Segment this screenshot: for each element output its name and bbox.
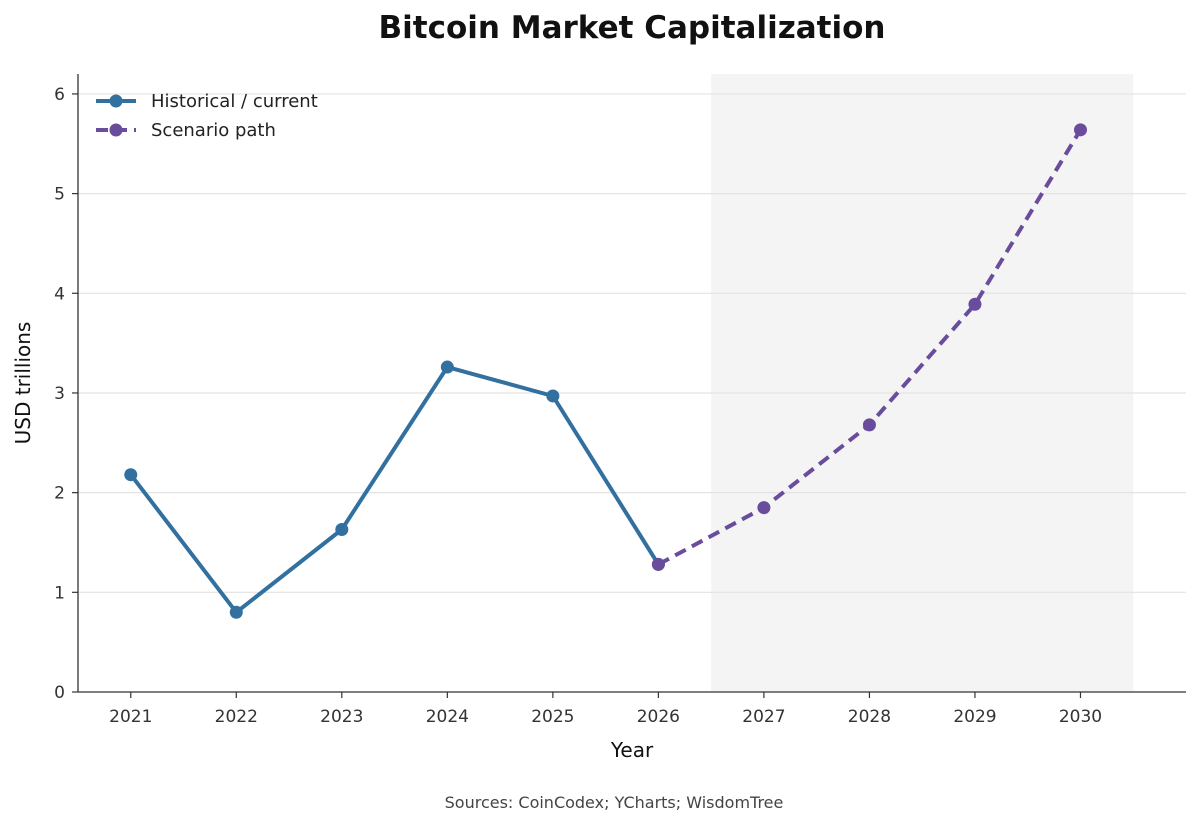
series-line-0 bbox=[129, 365, 661, 615]
y-tick-label-1: 1 bbox=[54, 583, 65, 603]
series-1-point-2027 bbox=[757, 501, 771, 515]
series-0-point-2024 bbox=[440, 360, 454, 374]
source-note: Sources: CoinCodex; YCharts; WisdomTree bbox=[445, 793, 784, 812]
x-axis-label: Year bbox=[610, 738, 654, 762]
x-tick-label-2025: 2025 bbox=[531, 707, 574, 727]
y-axis-label: USD trillions bbox=[11, 322, 35, 445]
x-tick-label-2024: 2024 bbox=[426, 707, 469, 727]
x-tick-label-2029: 2029 bbox=[953, 707, 996, 727]
legend-label-historical: Historical / current bbox=[151, 91, 318, 112]
legend-marker-scenario bbox=[109, 123, 123, 137]
series-1-point-2026 bbox=[651, 557, 665, 571]
chart-title: Bitcoin Market Capitalization bbox=[379, 10, 886, 46]
legend: Historical / current Scenario path bbox=[96, 91, 318, 141]
x-tick-label-2027: 2027 bbox=[742, 707, 785, 727]
plot-area: 0 1 2 3 4 5 6 2021 2022 2023 2024 2025 2026 2027 2028 2… bbox=[54, 74, 1186, 727]
y-tick-label-6: 6 bbox=[54, 85, 65, 105]
y-tick-label-4: 4 bbox=[54, 284, 65, 304]
x-tick-label-2022: 2022 bbox=[215, 707, 258, 727]
y-tick-label-0: 0 bbox=[54, 683, 65, 703]
series-0-point-2025 bbox=[546, 389, 560, 403]
y-tick-label-3: 3 bbox=[54, 384, 65, 404]
legend-label-scenario: Scenario path bbox=[151, 120, 276, 141]
series-1-point-2029 bbox=[968, 297, 982, 311]
y-tick-label-5: 5 bbox=[54, 185, 65, 205]
x-tick-label-2023: 2023 bbox=[320, 707, 363, 727]
x-tick-label-2030: 2030 bbox=[1059, 707, 1102, 727]
scenario-shaded-region bbox=[711, 74, 1134, 692]
series-0-point-2023 bbox=[335, 523, 349, 537]
x-tick-label-2021: 2021 bbox=[109, 707, 152, 727]
series-1-point-2030 bbox=[1073, 123, 1087, 137]
x-tick-label-2026: 2026 bbox=[637, 707, 680, 727]
series-1-point-2028 bbox=[862, 418, 876, 432]
series-0-point-2021 bbox=[124, 468, 138, 482]
x-tick-label-2028: 2028 bbox=[848, 707, 891, 727]
series-0-point-2022 bbox=[229, 605, 243, 619]
legend-marker-historical bbox=[109, 94, 123, 108]
y-tick-label-2: 2 bbox=[54, 484, 65, 504]
